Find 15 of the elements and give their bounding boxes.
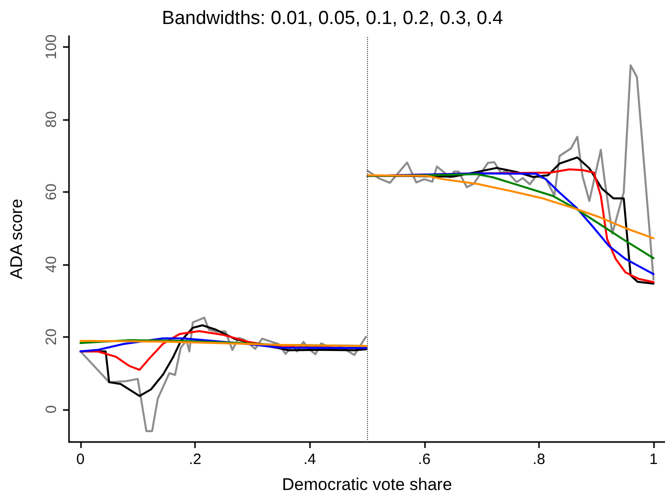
y-tick-label: 40 — [43, 256, 60, 273]
y-tick-label: 80 — [43, 111, 60, 128]
x-tick-label: .8 — [532, 451, 546, 468]
x-tick-label: 1 — [649, 451, 658, 468]
x-axis-title: Democratic vote share — [282, 475, 452, 494]
y-tick-label: 20 — [43, 328, 60, 346]
x-tick-label: 0 — [76, 451, 85, 468]
y-tick-label: 0 — [43, 405, 60, 414]
x-tick-label: .4 — [303, 451, 316, 468]
y-tick-label: 60 — [43, 184, 60, 200]
x-tick-label: .2 — [188, 451, 202, 468]
y-tick-label: 100 — [43, 34, 60, 60]
x-tick-label: .6 — [418, 451, 431, 468]
y-axis-title: ADA score — [7, 198, 26, 280]
chart-title: Bandwidths: 0.01, 0.05, 0.1, 0.2, 0.3, 0.4 — [162, 8, 504, 29]
